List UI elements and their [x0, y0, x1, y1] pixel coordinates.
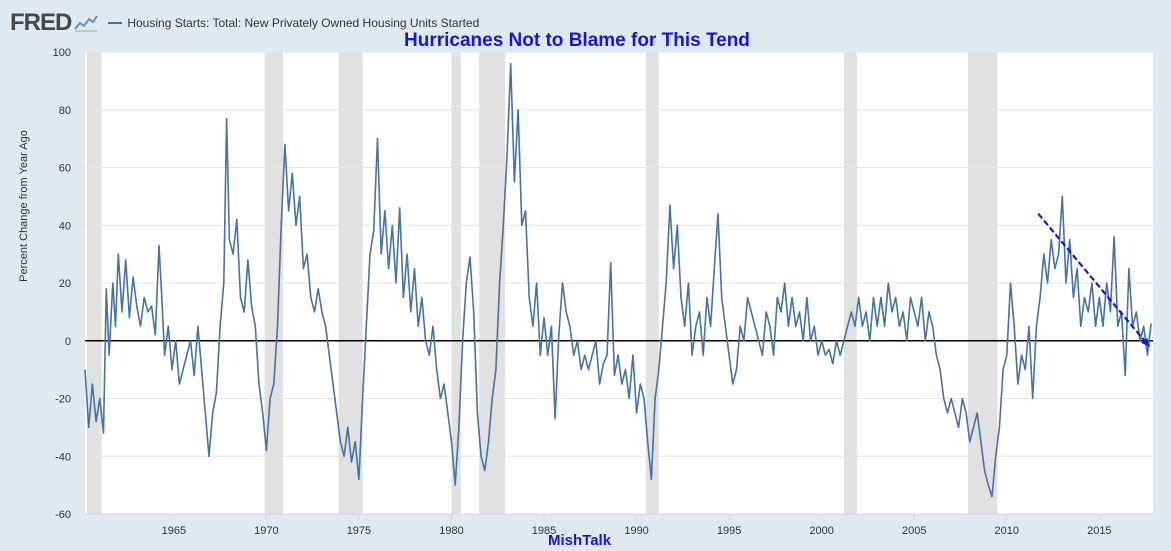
y-tick-label: 20 [59, 278, 71, 290]
fred-logo[interactable]: FRED [10, 9, 72, 36]
y-tick-label: -60 [55, 509, 71, 521]
x-tick-label: 2000 [809, 525, 833, 537]
legend: Housing Starts: Total: New Privately Own… [108, 16, 479, 30]
line-chart-icon [74, 14, 99, 32]
y-tick-label: 100 [53, 47, 71, 59]
y-tick-label: 0 [65, 336, 71, 348]
y-axis: -60 -40 -20 0 20 40 60 80 100 [53, 47, 71, 521]
y-axis-label: Percent Change from Year Ago [18, 130, 30, 282]
x-axis: 1965 1970 1975 1980 1985 1990 1995 2000 2005 2010… [85, 513, 1153, 537]
series-line-housing-starts [84, 62, 1152, 498]
legend-label: Housing Starts: Total: New Privately Own… [127, 16, 480, 30]
watermark: MishTalk [548, 532, 612, 549]
x-tick-label: 2010 [995, 525, 1019, 537]
y-tick-label: 80 [59, 105, 71, 117]
y-tick-label: 40 [59, 220, 71, 232]
y-tick-label: 60 [59, 163, 71, 175]
trend-arrow [1037, 212, 1151, 348]
x-tick-label: 1995 [717, 525, 741, 537]
y-tick-label: -40 [55, 451, 71, 463]
trend-arrow-shaft [1037, 212, 1151, 348]
chart-header: FRED Housing Starts: Total: New Privatel… [10, 8, 479, 38]
legend-swatch [108, 22, 123, 24]
x-tick-label: 1970 [254, 525, 278, 537]
x-tick-label: 1985 [532, 525, 556, 537]
x-tick-label: 1975 [347, 525, 371, 537]
x-tick-label: 2015 [1087, 525, 1111, 537]
x-tick-label: 2005 [902, 525, 926, 537]
y-tick-label: -20 [55, 394, 71, 406]
trend-arrow-head [1141, 337, 1150, 347]
x-tick-label: 1965 [162, 525, 186, 537]
x-tick-label: 1990 [624, 525, 648, 537]
annotation-title: Hurricanes Not to Blame for This Tend [404, 30, 750, 51]
x-tick-label: 1980 [439, 525, 463, 537]
